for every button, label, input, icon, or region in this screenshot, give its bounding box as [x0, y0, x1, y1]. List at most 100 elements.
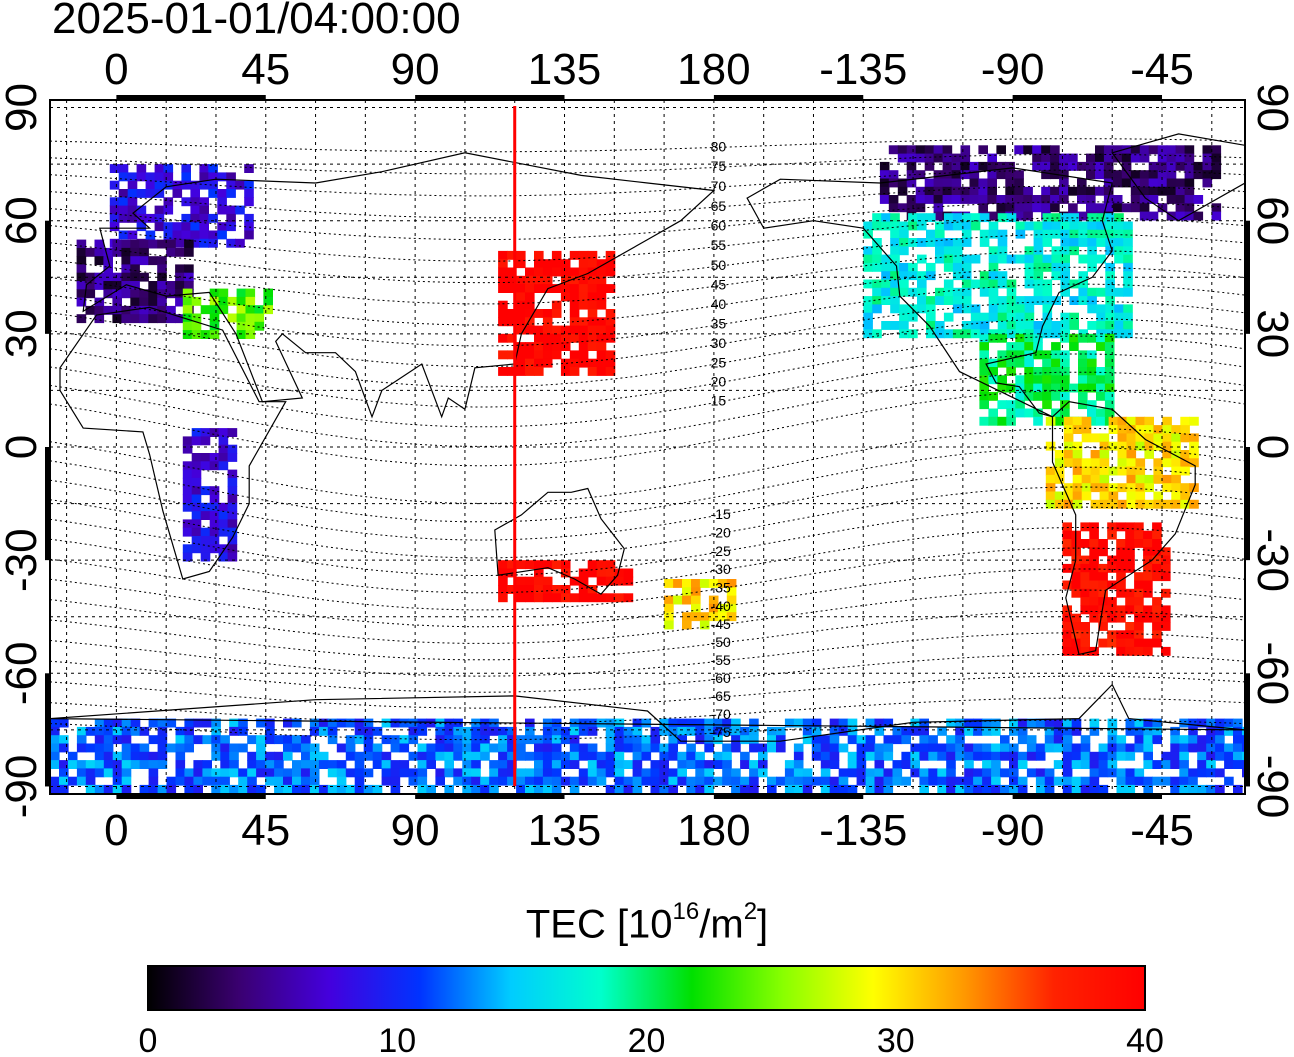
tec-cell-antarctica	[498, 776, 508, 786]
tec-cell-europe-central	[112, 289, 122, 299]
tec-cell-south-america-south	[1125, 646, 1135, 656]
tec-cell-north-america-arctic	[933, 186, 944, 196]
tec-cell-australia	[614, 568, 625, 578]
tec-cell-north-america	[961, 213, 972, 223]
tec-cell-antarctica	[829, 784, 840, 794]
tec-cell-antarctica	[318, 718, 329, 728]
tec-cell-japan-china	[596, 300, 607, 310]
tec-cell-south-america-south	[1134, 630, 1144, 640]
tec-cell-antarctica	[1098, 760, 1109, 769]
tec-cell-antarctica	[820, 784, 831, 794]
tec-cell-north-america	[961, 254, 972, 264]
tec-cell-antarctica	[793, 776, 804, 786]
tec-cell-antarctica	[650, 784, 661, 794]
tec-cell-antarctica	[973, 768, 983, 778]
tec-cell-north-america-arctic	[1202, 145, 1213, 155]
tec-cell-antarctica	[525, 751, 535, 761]
tec-cell-europe-north	[190, 205, 200, 215]
tec-cell-north-america	[872, 262, 882, 272]
tec-cell-central-america	[1104, 400, 1115, 410]
tec-cell-antarctica	[874, 743, 885, 753]
tec-cell-antarctica	[847, 751, 858, 761]
tec-cell-central-america	[1096, 416, 1106, 426]
tec-cell-antarctica	[184, 768, 194, 778]
tec-cell-north-america-arctic	[933, 153, 944, 163]
frame-bar-bottom	[1012, 794, 1163, 799]
tec-cell-antarctica	[309, 743, 320, 753]
tec-cell-antarctica	[121, 726, 132, 736]
tec-cell-japan-china	[569, 325, 580, 335]
tec-cell-antarctica	[659, 743, 669, 753]
tec-cell-north-america	[935, 254, 945, 264]
tec-cell-australia	[534, 576, 544, 586]
tec-cell-antarctica	[668, 751, 678, 761]
tec-cell-central-america	[1015, 391, 1025, 401]
tec-cell-central-america	[1078, 383, 1088, 393]
tec-cell-antarctica	[318, 760, 329, 769]
tec-cell-antarctica	[103, 718, 114, 728]
tec-cell-antarctica	[623, 743, 634, 753]
tec-cell-central-america	[1096, 342, 1106, 351]
tec-cell-north-america	[1123, 321, 1133, 330]
tec-cell-north-america	[997, 321, 1008, 330]
tec-cell-europe-central	[76, 272, 87, 282]
tec-cell-europe-north	[244, 180, 254, 190]
tec-cell-antarctica	[802, 776, 813, 786]
tec-cell-north-america	[997, 246, 1008, 256]
tec-cell-africa	[209, 527, 220, 537]
tec-cell-japan-china	[578, 333, 589, 343]
tec-cell-europe-central	[184, 239, 194, 249]
tec-cell-antarctica	[220, 743, 230, 753]
tec-cell-europe-south	[182, 296, 193, 306]
tec-cell-north-america-arctic	[1103, 161, 1114, 171]
tec-cell-antarctica	[838, 776, 849, 786]
tec-cell-antarctica	[354, 751, 365, 761]
tec-cell-antarctica	[596, 768, 607, 778]
tec-cell-central-america	[997, 400, 1007, 410]
tec-cell-north-america	[1042, 304, 1053, 314]
tec-cell-japan-china	[525, 292, 535, 302]
tec-cell-antarctica	[910, 760, 920, 769]
tec-cell-central-america	[1078, 391, 1088, 401]
tec-cell-south-america-north	[1063, 483, 1074, 493]
tec-cell-antarctica	[829, 776, 840, 786]
tec-cell-antarctica	[874, 751, 885, 761]
tec-cell-antarctica	[1017, 718, 1028, 728]
tec-cell-antarctica	[202, 760, 212, 769]
tec-cell-new-zealand	[691, 587, 701, 597]
colorbar-tick-label: 30	[877, 1022, 915, 1057]
tec-cell-europe-north	[235, 238, 245, 248]
tec-cell-central-america	[1024, 333, 1034, 343]
tec-cell-australia	[542, 576, 553, 586]
tec-cell-antarctica	[1026, 735, 1037, 745]
tec-cell-north-america	[890, 229, 900, 239]
tec-cell-antarctica	[50, 751, 60, 761]
tec-cell-antarctica	[229, 718, 239, 728]
tec-cell-antarctica	[94, 751, 105, 761]
tec-cell-antarctica	[318, 751, 329, 761]
tec-cell-north-america-arctic	[978, 203, 988, 213]
tec-cell-australia	[551, 560, 562, 570]
tec-cell-north-america	[899, 262, 909, 272]
tec-cell-south-america-south	[1152, 597, 1162, 606]
x-tick-label-bottom: 90	[391, 806, 440, 855]
tec-cell-antarctica	[1224, 718, 1234, 728]
tec-cell-north-america	[952, 213, 963, 223]
tec-cell-antarctica	[345, 743, 356, 753]
tec-cell-japan-china	[507, 250, 517, 260]
tec-cell-north-america-arctic	[969, 186, 980, 196]
tec-cell-north-america	[917, 279, 927, 289]
tec-cell-europe-central	[157, 314, 167, 324]
tec-cell-north-america-arctic	[933, 203, 944, 213]
tec-cell-antarctica	[85, 776, 96, 786]
tec-cell-north-america	[1006, 254, 1017, 264]
tec-cell-antarctica	[417, 743, 428, 753]
tec-cell-south-america-north	[1171, 483, 1181, 493]
tec-cell-south-america-north	[1063, 450, 1074, 459]
tec-cell-south-america-north	[1117, 433, 1128, 443]
tec-cell-north-america	[943, 213, 954, 223]
tec-cell-antarctica	[301, 735, 311, 745]
tec-cell-europe-central	[157, 289, 167, 299]
tec-cell-japan-china	[498, 333, 508, 343]
tec-cell-south-america-south	[1152, 522, 1162, 532]
